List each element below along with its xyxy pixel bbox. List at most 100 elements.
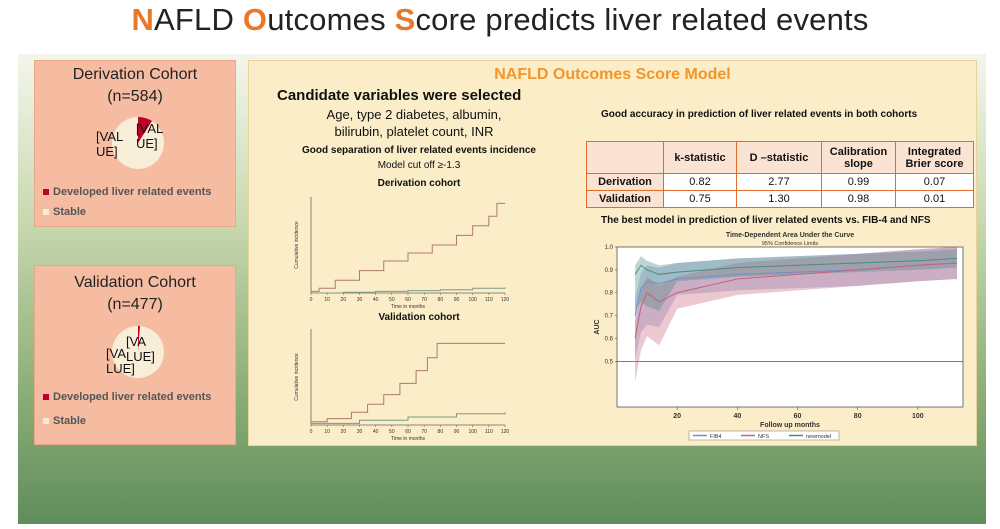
- x-tick-label: 70: [421, 429, 427, 435]
- y-tick-label: 0.7: [605, 314, 614, 320]
- accuracy-cell: 2.77: [736, 173, 822, 191]
- derivation-cohort-title: Derivation Cohort: [72, 66, 198, 83]
- auc-legend-box: [688, 430, 840, 441]
- y-tick-label: 0.6: [605, 336, 614, 342]
- validation-km-plot: 0 10 20 30 40 50 60 70 80 90 100 110 120 Time in mont…: [294, 329, 510, 442]
- event-swatch: [43, 394, 49, 401]
- y-axis-label: Cumulative incidence: [294, 221, 300, 269]
- x-tick-label: 20: [341, 429, 347, 435]
- accuracy-header-row: k-statistic D –statistic Calibration slo…: [586, 141, 974, 174]
- confidence-band-NFS: [635, 247, 957, 382]
- x-tick-label: 70: [421, 297, 427, 303]
- x-tick-label: 50: [389, 297, 395, 303]
- title-word-2: utcomes: [267, 2, 395, 37]
- separation-heading: Good separation of liver related events …: [302, 145, 536, 156]
- derivation-plot-label: Derivation cohort: [377, 178, 461, 189]
- x-tick-label: 90: [454, 429, 460, 435]
- validation-legend-stable-label: Stable: [53, 415, 87, 427]
- auc-series-line-NFS: [634, 262, 958, 339]
- x-tick-label: 120: [501, 297, 510, 303]
- validation-pie-label-b: [VA LUE]: [126, 334, 155, 364]
- event-swatch: [43, 189, 49, 196]
- accuracy-table: k-statistic D –statistic Calibration slo…: [586, 141, 974, 208]
- cutoff-text: Model cut off ≥-1.3: [377, 160, 461, 171]
- accuracy-cell: 1.30: [736, 190, 822, 208]
- x-tick-label: 40: [373, 429, 379, 435]
- km-series-line-0: [311, 342, 505, 423]
- accuracy-header-cell: Calibration slope: [821, 141, 896, 174]
- x-tick-label: 60: [794, 413, 802, 420]
- x-tick-label: 80: [854, 413, 862, 420]
- x-tick-label: 20: [673, 413, 681, 420]
- legend-label-FIB4: FIB4: [710, 434, 722, 440]
- legend-label-NFS: NFS: [758, 434, 769, 440]
- candidate-line-2: bilirubin, platelet count, INR: [334, 124, 494, 139]
- x-tick-label: 90: [454, 297, 460, 303]
- best-model-heading: The best model in prediction of liver re…: [601, 215, 931, 226]
- x-tick-label: 80: [438, 429, 444, 435]
- accuracy-header-cell: D –statistic: [736, 141, 822, 174]
- auc-legend: FIB4 NFS newmodel: [688, 430, 840, 441]
- x-axis-label: Follow up months: [760, 422, 820, 429]
- validation-pie-svg: [112, 325, 164, 378]
- x-tick-label: 80: [438, 297, 444, 303]
- derivation-legend-event: Developed liver related events: [43, 186, 211, 198]
- x-tick-label: 0: [310, 297, 313, 303]
- accuracy-row-label: Validation: [586, 190, 664, 208]
- derivation-legend-stable: Stable: [43, 206, 86, 218]
- confidence-band-FIB4: [635, 247, 957, 359]
- stable-swatch: [43, 209, 49, 216]
- slide-title: NAFLD Outcomes Score predicts liver rela…: [0, 2, 1000, 38]
- accuracy-header-cell: [586, 141, 664, 174]
- title-initial-s: S: [394, 2, 416, 37]
- validation-cohort-n: (n=477): [107, 296, 163, 313]
- km-series-line-1: [311, 287, 506, 294]
- validation-cohort-panel: Validation Cohort (n=477) [VA LUE] [VA L…: [34, 265, 236, 445]
- km-series-line-0: [311, 202, 505, 292]
- x-tick-label: 0: [310, 429, 313, 435]
- validation-cohort-title: Validation Cohort: [74, 274, 196, 291]
- derivation-pie: [VAL UE] [VAL UE]: [96, 113, 168, 173]
- x-tick-label: 110: [485, 297, 493, 303]
- y-tick-label: 0.9: [605, 268, 614, 274]
- auc-plot: Time-Dependent Area Under the Curve 95% C…: [594, 232, 964, 441]
- x-tick-label: 20: [341, 297, 347, 303]
- accuracy-cell: 0.07: [895, 173, 974, 191]
- derivation-km-plot: 0 10 20 30 40 50 60 70 80 90 100 110 120 Time in mont…: [294, 197, 510, 310]
- derivation-pie-label-b: [VAL UE]: [136, 121, 164, 151]
- x-tick-label: 40: [733, 413, 741, 420]
- accuracy-cell: 0.82: [663, 173, 737, 191]
- x-tick-label: 100: [468, 297, 477, 303]
- accuracy-cell: 0.98: [821, 190, 896, 208]
- candidate-heading: Candidate variables were selected: [277, 87, 522, 104]
- model-panel: NAFLD Outcomes Score Model Candidate var…: [248, 60, 977, 446]
- accuracy-cell: 0.01: [895, 190, 974, 208]
- derivation-pie-event-slice: [138, 116, 152, 143]
- y-tick-label: 1.0: [605, 245, 614, 251]
- y-tick-label: 0.5: [605, 359, 614, 365]
- auc-plot-title: Time-Dependent Area Under the Curve: [726, 232, 854, 239]
- validation-legend-event-label: Developed liver related events: [53, 391, 212, 403]
- x-axis-label: Time in months: [391, 304, 425, 310]
- accuracy-cell: 0.75: [663, 190, 737, 208]
- model-panel-title: NAFLD Outcomes Score Model: [494, 66, 731, 83]
- y-tick-label: 0.8: [605, 291, 614, 297]
- x-tick-label: 60: [405, 297, 411, 303]
- validation-pie: [VA LUE] [VA LUE]: [106, 322, 168, 382]
- km-series-line-1: [311, 412, 506, 424]
- accuracy-cell: 0.99: [821, 173, 896, 191]
- x-tick-label: 30: [357, 429, 363, 435]
- x-tick-label: 100: [912, 413, 924, 420]
- accuracy-heading: Good accuracy in prediction of liver rel…: [601, 109, 918, 120]
- validation-legend-event: Developed liver related events: [43, 391, 211, 403]
- x-tick-label: 110: [485, 429, 493, 435]
- auc-plot-subtitle: 95% Confidence Limits: [762, 241, 819, 247]
- derivation-cohort-n: (n=584): [107, 88, 163, 105]
- stable-swatch: [43, 418, 49, 425]
- validation-plot-label: Validation cohort: [378, 312, 460, 323]
- title-initial-n: N: [131, 2, 155, 37]
- accuracy-row-label: Derivation: [586, 173, 664, 191]
- accuracy-row-validation: Validation 0.75 1.30 0.98 0.01: [586, 190, 974, 208]
- x-tick-label: 120: [501, 429, 510, 435]
- validation-pie-event-slice: [138, 325, 140, 352]
